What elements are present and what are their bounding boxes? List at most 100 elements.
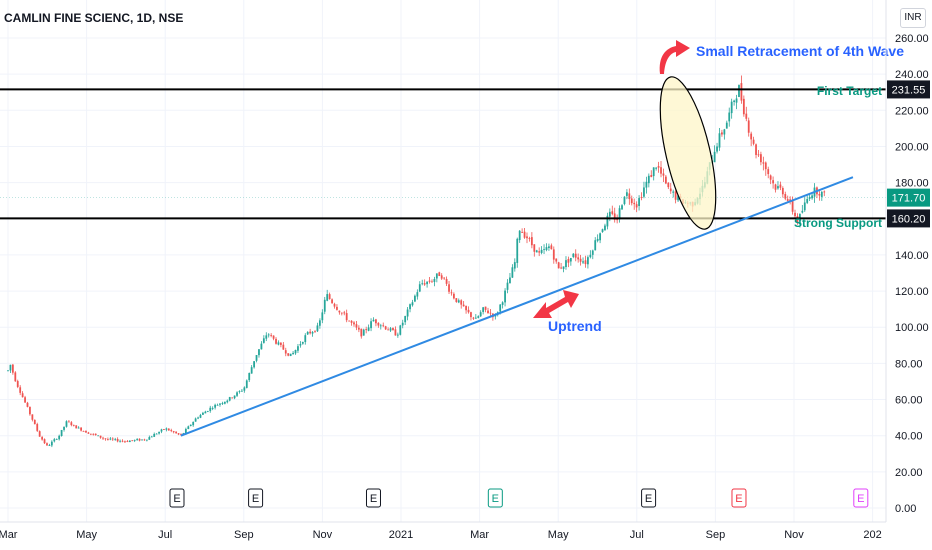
candle-body	[24, 397, 26, 403]
candle-body	[372, 319, 375, 322]
candle-body	[596, 238, 599, 241]
candle-body	[63, 426, 65, 430]
candle-body	[202, 412, 204, 415]
candle-body	[192, 421, 195, 426]
candle-body	[377, 322, 380, 326]
drawing-lines	[0, 76, 886, 437]
candle-body	[672, 191, 675, 193]
currency-button[interactable]: INR	[900, 8, 926, 28]
candle-body	[219, 403, 221, 405]
candle-body	[728, 112, 731, 122]
earnings-marker[interactable]: E	[365, 488, 381, 508]
candle-body	[223, 401, 226, 404]
candle-body	[409, 304, 411, 310]
candle-body	[401, 322, 404, 326]
candle-body	[85, 430, 87, 433]
candle-body	[284, 350, 287, 354]
candle-body	[535, 250, 538, 253]
candle-body	[560, 267, 563, 269]
candle-body	[250, 367, 253, 374]
candle-body	[794, 212, 796, 217]
candle-body	[574, 253, 577, 258]
x-tick-label: May	[76, 529, 97, 541]
candle-body	[443, 277, 446, 279]
candle-body	[721, 132, 723, 135]
price-label-box	[887, 209, 930, 228]
candle-body	[635, 204, 638, 208]
candle-body	[479, 312, 482, 317]
candle-body	[221, 403, 224, 404]
candle-body	[53, 439, 56, 442]
earnings-marker[interactable]: E	[248, 488, 264, 508]
earnings-marker[interactable]: E	[487, 488, 503, 508]
candle-body	[523, 231, 526, 238]
earnings-marker[interactable]: E	[731, 488, 747, 508]
y-tick-label: 40.00	[895, 431, 923, 443]
candle-body	[241, 390, 243, 392]
candle-body	[645, 181, 648, 188]
candle-body	[199, 414, 202, 418]
candle-body	[311, 332, 314, 334]
candle-body	[194, 418, 197, 422]
y-tick-label: 80.00	[895, 358, 923, 370]
candle-body	[343, 312, 346, 314]
candle-body	[740, 83, 743, 101]
candle-body	[107, 439, 109, 440]
candle-body	[133, 439, 136, 441]
candle-body	[667, 182, 670, 188]
earnings-marker[interactable]: E	[641, 488, 657, 508]
candle-body	[589, 254, 592, 258]
candle-body	[791, 200, 794, 212]
candle-body	[50, 441, 53, 446]
earnings-marker[interactable]: E	[853, 488, 869, 508]
candle-body	[31, 414, 34, 420]
candle-body	[184, 428, 187, 434]
candle-body	[197, 417, 199, 419]
candle-body	[565, 260, 567, 267]
time-axis[interactable]: Mar May Jul Sep Nov 2021 Mar May Jul Sep Nov 202	[0, 521, 886, 541]
candle-body	[623, 196, 626, 205]
candle-body	[148, 437, 151, 440]
candle-body	[660, 167, 662, 174]
candle-body	[428, 280, 431, 282]
candle-body	[652, 167, 655, 177]
candle-body	[287, 353, 290, 356]
candle-body	[294, 349, 297, 354]
y-tick-label: 220.00	[895, 105, 929, 117]
candle-body	[394, 329, 397, 336]
candle-body	[370, 321, 372, 329]
earnings-marker[interactable]: E	[169, 488, 185, 508]
candle-body	[362, 329, 365, 336]
candle-body	[499, 304, 502, 312]
candle-body	[735, 98, 738, 103]
earnings-marker-label: E	[492, 493, 499, 505]
candlestick-series	[7, 75, 826, 448]
x-tick-label: Nov	[313, 529, 333, 541]
candle-body	[506, 282, 509, 290]
candle-body	[382, 325, 385, 327]
candle-body	[460, 300, 463, 305]
candle-body	[477, 316, 480, 318]
earnings-marker-box	[169, 488, 185, 508]
candle-body	[411, 302, 414, 306]
candle-body	[786, 199, 789, 201]
earnings-marker-label: E	[173, 493, 180, 505]
candle-body	[267, 334, 270, 336]
candle-body	[767, 169, 770, 175]
candle-body	[482, 307, 485, 312]
candle-body	[89, 433, 92, 435]
candle-body	[255, 355, 258, 361]
candle-body	[718, 133, 721, 148]
candle-body	[111, 438, 114, 440]
candle-body	[389, 328, 392, 331]
candle-body	[764, 162, 767, 170]
candle-body	[396, 334, 399, 336]
candle-body	[772, 180, 774, 184]
candle-body	[306, 331, 309, 335]
candle-body	[606, 215, 609, 227]
candle-body	[738, 85, 740, 97]
candle-body	[599, 233, 601, 241]
candle-body	[730, 101, 733, 114]
candle-body	[297, 346, 299, 351]
